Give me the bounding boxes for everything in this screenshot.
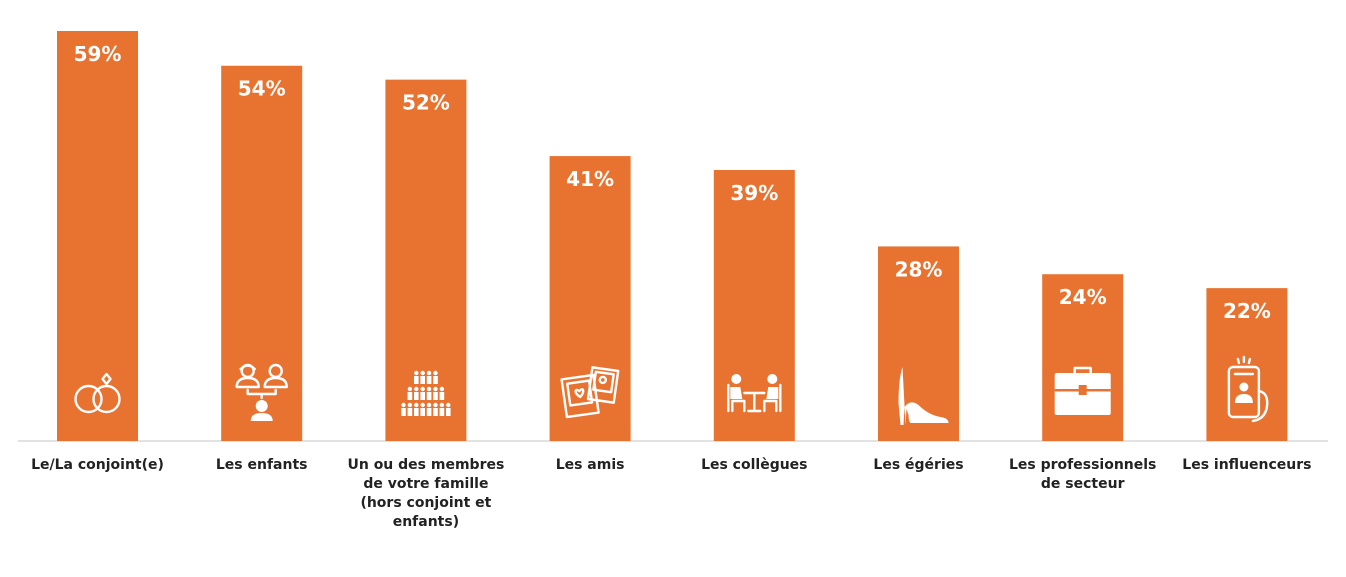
briefcase-icon [1054, 366, 1111, 415]
category-label-3: Un ou des membres de votre famille (hors c… [347, 457, 504, 530]
phone-selfie-icon [1227, 355, 1269, 423]
value-label-4: 41% [566, 167, 614, 191]
value-label-3: 52% [402, 91, 450, 115]
value-label-5: 39% [730, 181, 778, 205]
category-label-4: Les amis [556, 457, 625, 473]
bar-2 [221, 65, 303, 442]
category-label-6: Les égéries [873, 457, 963, 473]
value-label-7: 24% [1059, 285, 1107, 309]
bar-3 [385, 79, 467, 441]
photos-icon [560, 366, 620, 419]
rings-icon [74, 372, 121, 414]
crowd-icon [401, 370, 451, 416]
value-label-1: 59% [74, 42, 122, 66]
category-label-2: Les enfants [216, 457, 308, 473]
colleagues-table-icon [727, 374, 782, 413]
value-label-6: 28% [895, 257, 943, 281]
bar-8 [1206, 288, 1288, 441]
value-label-2: 54% [238, 77, 286, 101]
value-label-8: 22% [1223, 299, 1271, 323]
family-tree-icon [235, 363, 288, 421]
bar-1 [57, 31, 138, 441]
category-label-7: Les professionnels de secteur [1009, 457, 1156, 492]
category-label-1: Le/La conjoint(e) [31, 457, 164, 473]
high-heel-icon [898, 367, 949, 425]
category-label-8: Les influenceurs [1182, 457, 1311, 473]
category-label-5: Les collègues [701, 457, 807, 473]
